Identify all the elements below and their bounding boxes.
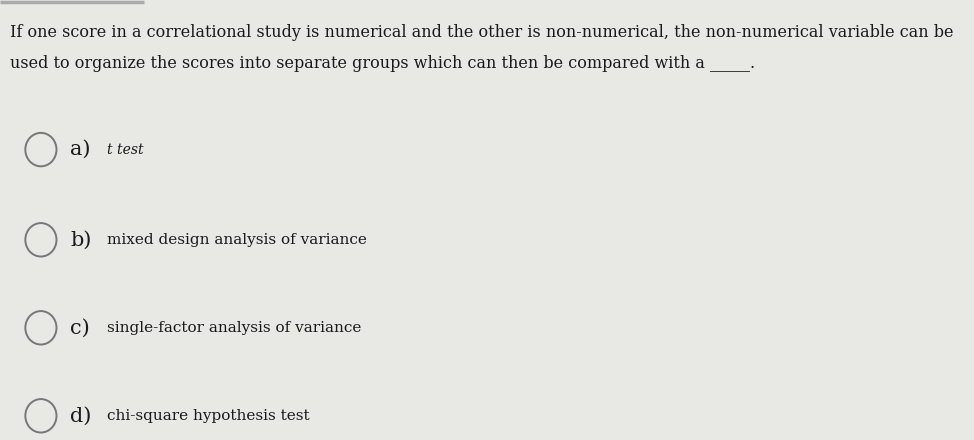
Text: d): d) bbox=[70, 406, 92, 425]
Text: t test: t test bbox=[107, 143, 144, 157]
Text: c): c) bbox=[70, 318, 90, 337]
Text: a): a) bbox=[70, 140, 91, 159]
Text: mixed design analysis of variance: mixed design analysis of variance bbox=[107, 233, 367, 247]
Text: chi-square hypothesis test: chi-square hypothesis test bbox=[107, 409, 310, 423]
Text: used to organize the scores into separate groups which can then be compared with: used to organize the scores into separat… bbox=[10, 55, 755, 72]
Text: single-factor analysis of variance: single-factor analysis of variance bbox=[107, 321, 361, 335]
Text: b): b) bbox=[70, 230, 92, 249]
Text: If one score in a correlational study is numerical and the other is non-numerica: If one score in a correlational study is… bbox=[10, 24, 954, 41]
